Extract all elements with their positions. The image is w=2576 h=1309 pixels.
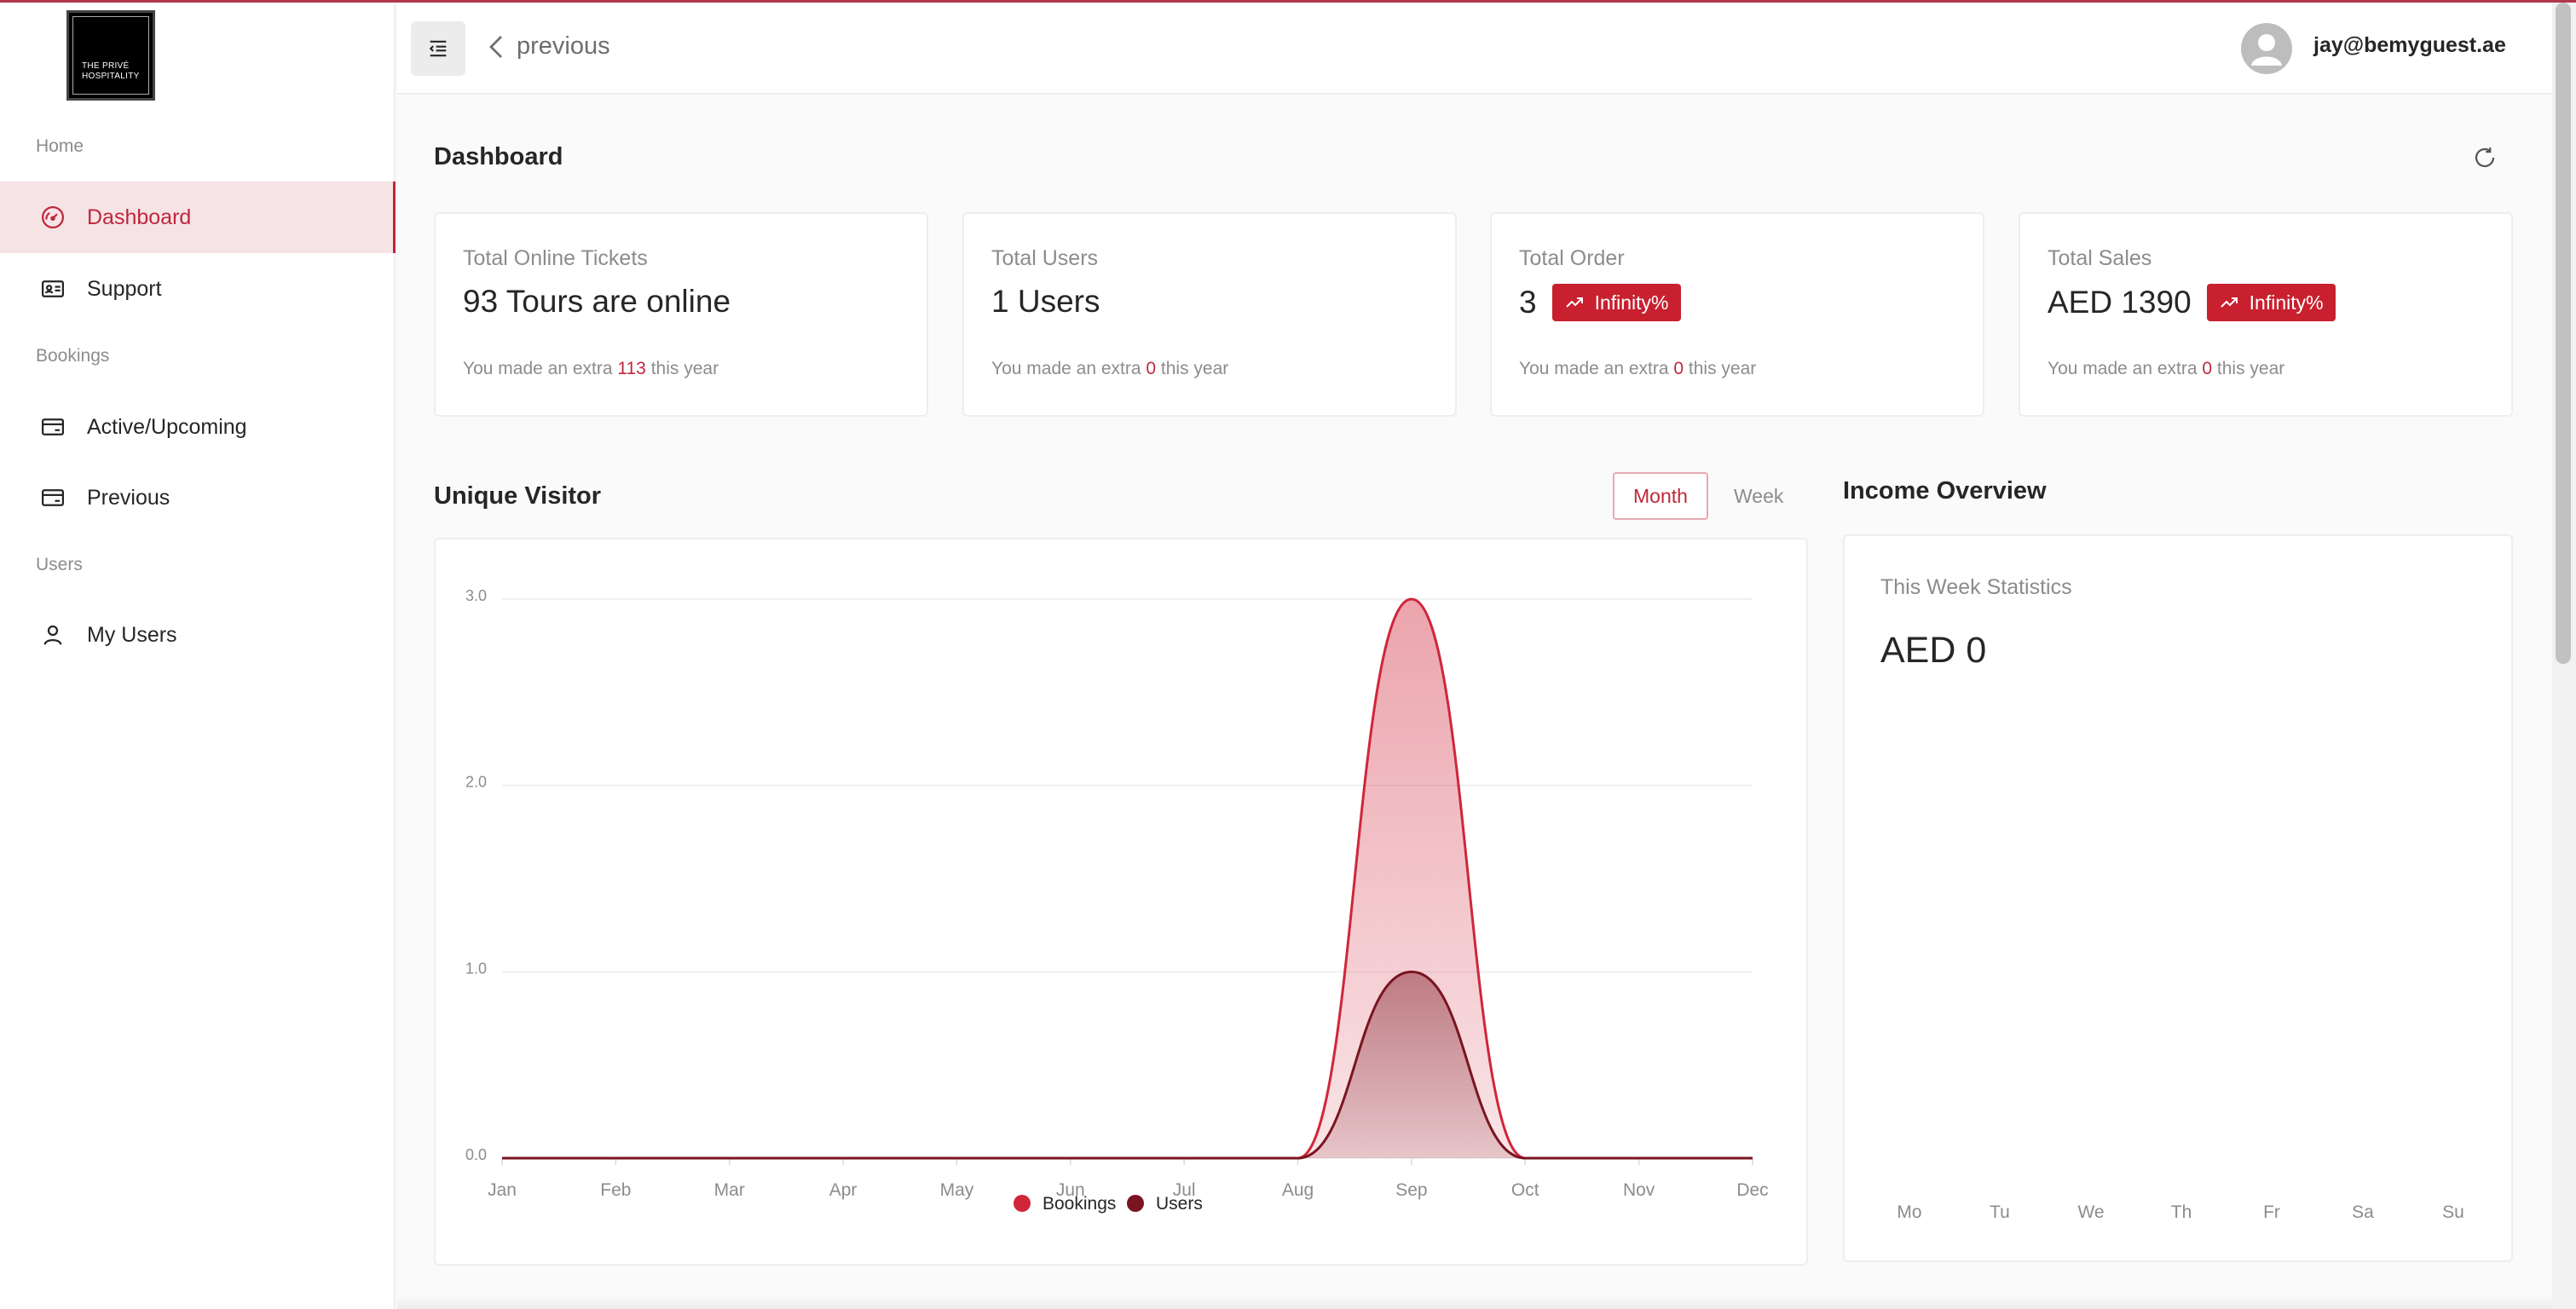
x-tick-label: Dec [1736,1180,1768,1200]
back-link-label: previous [517,32,610,60]
sidebar-item-label: My Users [87,622,177,647]
stat-label: Total Order [1519,246,1625,270]
stat-card-total-users: Total Users 1 Users You made an extra 0 … [962,212,1457,417]
stat-value: 3 [1519,285,1537,320]
sidebar-item-active-upcoming[interactable]: Active/Upcoming [0,391,396,463]
day-label: We [2077,1202,2105,1222]
stat-card-total-sales: Total Sales AED 1390 Infinity% You made … [2019,212,2513,417]
x-tick-label: Jun [1056,1180,1085,1200]
chevron-left-icon [489,35,502,58]
y-tick-label: 1.0 [465,960,487,977]
x-tick-label: Apr [829,1180,858,1200]
stat-card-online-tickets: Total Online Tickets 93 Tours are online… [434,212,928,417]
sidebar-item-previous[interactable]: Previous [0,462,396,533]
sidebar-item-label: Active/Upcoming [87,414,247,439]
bottom-fade [397,1295,2552,1309]
stat-value: 1 Users [991,284,1100,319]
x-tick-label: May [940,1180,974,1200]
legend-label-bookings: Bookings [1043,1194,1116,1214]
y-tick-label: 3.0 [465,587,487,604]
id-card-icon [39,275,66,303]
stat-note: You made an extra 0 this year [1519,359,1757,378]
refresh-button[interactable] [2470,143,2499,172]
trend-up-icon [1565,297,1583,308]
top-header: previous jay@bemyguest.ae [397,3,2552,95]
stat-card-total-order: Total Order 3 Infinity% You made an extr… [1490,212,1984,417]
unique-visitor-chart-panel: 0.0 1.0 2.0 3.0 Jan Feb Mar Apr May Jun Jul Aug Sep O… [434,538,1808,1266]
top-accent-line [0,0,2576,3]
user-avatar-icon [2251,34,2282,66]
credit-card-icon [39,484,66,511]
income-overview-title: Income Overview [1843,477,2047,505]
stat-note: You made an extra 0 this year [2048,359,2285,378]
stat-value: AED 1390 [2048,285,2192,320]
sidebar-item-label: Previous [87,485,170,510]
x-tick-label: Aug [1282,1180,1314,1200]
y-tick-label: 0.0 [465,1146,487,1163]
series-area-bookings [502,599,1753,1158]
x-tick-label: Mar [714,1180,745,1200]
x-tick-label: Sep [1395,1180,1427,1200]
menu-toggle-button[interactable] [411,21,465,76]
page-title: Dashboard [434,143,563,170]
legend-marker-users [1127,1195,1144,1212]
user-icon [39,621,66,649]
avatar[interactable] [2241,23,2292,74]
day-label: Sa [2352,1202,2374,1222]
toggle-month-button[interactable]: Month [1613,472,1708,520]
trend-badge: Infinity% [1551,284,1681,321]
legend-label-users: Users [1156,1194,1203,1214]
series-line-users [501,970,1753,1160]
sidebar-section-users: Users [36,555,83,574]
credit-card-icon [39,413,66,441]
user-email[interactable]: jay@bemyguest.ae [2313,33,2506,57]
menu-fold-icon [429,40,447,57]
trend-badge: Infinity% [2206,284,2336,321]
scrollbar-thumb[interactable] [2556,3,2571,664]
day-label: Tu [1990,1202,2010,1222]
y-tick-label: 2.0 [465,774,487,791]
sidebar-item-label: Dashboard [87,205,192,229]
refresh-icon [2475,147,2495,168]
unique-visitor-title: Unique Visitor [434,482,602,510]
sidebar-item-label: Support [87,276,162,301]
stat-label: Total Online Tickets [463,246,648,270]
legend-marker-bookings [1014,1195,1031,1212]
stat-note: You made an extra 0 this year [991,359,1229,378]
income-day-axis: Mo Tu We Th Fr Sa Su [1845,1202,2515,1228]
stat-label: Total Users [991,246,1099,270]
income-period-label: This Week Statistics [1880,575,2072,599]
x-tick-label: Jan [488,1180,517,1200]
stat-value: 93 Tours are online [463,284,731,319]
stat-label: Total Sales [2048,246,2152,270]
day-label: Fr [2263,1202,2280,1222]
toggle-week-button[interactable]: Week [1734,484,1784,507]
series-line-bookings [501,597,1753,1160]
brand-logo[interactable]: THE PRIVÉ HOSPITALITY [66,10,155,101]
income-value: AED 0 [1880,630,1987,671]
unique-visitor-chart: 0.0 1.0 2.0 3.0 Jan Feb Mar Apr May Jun Jul Aug Sep O… [465,587,1769,1214]
back-link[interactable]: previous [486,32,610,61]
stat-note: You made an extra 113 this year [463,359,719,378]
day-label: Th [2170,1202,2192,1222]
x-tick-label: Nov [1623,1180,1655,1200]
page-scrollbar[interactable] [2552,3,2576,1309]
sidebar-item-support[interactable]: Support [0,253,396,325]
trend-up-icon [2220,297,2238,308]
sidebar: THE PRIVÉ HOSPITALITY Home Dashboard Sup… [0,3,396,1309]
day-label: Su [2442,1202,2464,1222]
sidebar-item-dashboard[interactable]: Dashboard [0,182,396,253]
sidebar-item-my-users[interactable]: My Users [0,599,396,671]
x-tick-label: Feb [600,1180,631,1200]
logo-text: THE PRIVÉ HOSPITALITY [82,61,140,81]
sidebar-section-bookings: Bookings [36,346,110,366]
day-label: Mo [1897,1202,1922,1222]
x-tick-label: Jul [1173,1180,1196,1200]
income-overview-panel: This Week Statistics AED 0 Mo Tu We Th F… [1843,534,2513,1262]
sidebar-section-home: Home [36,136,84,156]
gauge-icon [39,204,66,231]
series-area-users [502,972,1753,1158]
x-tick-label: Oct [1511,1180,1539,1200]
